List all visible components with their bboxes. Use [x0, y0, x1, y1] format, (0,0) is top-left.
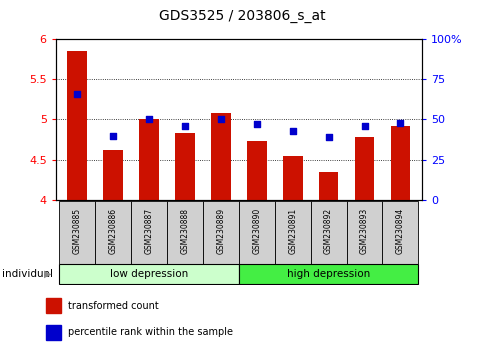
- Text: GSM230887: GSM230887: [144, 208, 153, 254]
- Bar: [318, 172, 338, 200]
- Bar: [59, 201, 95, 264]
- Text: GSM230888: GSM230888: [180, 208, 189, 254]
- Point: [253, 121, 260, 127]
- Bar: [382, 201, 418, 264]
- Text: GSM230891: GSM230891: [287, 208, 297, 254]
- Bar: [131, 201, 166, 264]
- Text: GSM230893: GSM230893: [359, 208, 368, 254]
- Text: GSM230894: GSM230894: [395, 208, 404, 254]
- Text: GSM230886: GSM230886: [108, 208, 118, 254]
- Bar: [139, 120, 159, 200]
- Text: GDS3525 / 203806_s_at: GDS3525 / 203806_s_at: [159, 9, 325, 23]
- Point: [216, 117, 224, 122]
- Bar: [238, 264, 418, 284]
- Text: GSM230892: GSM230892: [323, 208, 333, 254]
- Bar: [95, 201, 131, 264]
- Bar: [274, 201, 310, 264]
- Bar: [175, 133, 195, 200]
- Text: individual: individual: [2, 269, 53, 279]
- Bar: [103, 150, 123, 200]
- Text: GSM230885: GSM230885: [73, 208, 82, 254]
- Bar: [202, 201, 238, 264]
- Text: low depression: low depression: [110, 269, 188, 279]
- Text: GSM230890: GSM230890: [252, 208, 261, 254]
- Bar: [166, 201, 202, 264]
- Bar: [346, 201, 382, 264]
- Text: GSM230889: GSM230889: [216, 208, 225, 254]
- Bar: [354, 137, 374, 200]
- Bar: [46, 298, 61, 313]
- Bar: [246, 141, 266, 200]
- Point: [396, 120, 404, 126]
- Bar: [211, 113, 230, 200]
- Text: percentile rank within the sample: percentile rank within the sample: [67, 327, 232, 337]
- Text: transformed count: transformed count: [67, 301, 158, 310]
- Bar: [310, 201, 346, 264]
- Text: ▶: ▶: [44, 269, 51, 279]
- Text: high depression: high depression: [287, 269, 369, 279]
- Bar: [390, 126, 409, 200]
- Bar: [46, 325, 61, 340]
- Point: [145, 117, 152, 122]
- Point: [288, 128, 296, 133]
- Bar: [282, 156, 302, 200]
- Point: [73, 91, 81, 97]
- Point: [360, 123, 368, 129]
- Point: [109, 133, 117, 138]
- Bar: [59, 264, 239, 284]
- Bar: [67, 51, 87, 200]
- Bar: [238, 201, 274, 264]
- Point: [324, 135, 332, 140]
- Point: [181, 123, 188, 129]
